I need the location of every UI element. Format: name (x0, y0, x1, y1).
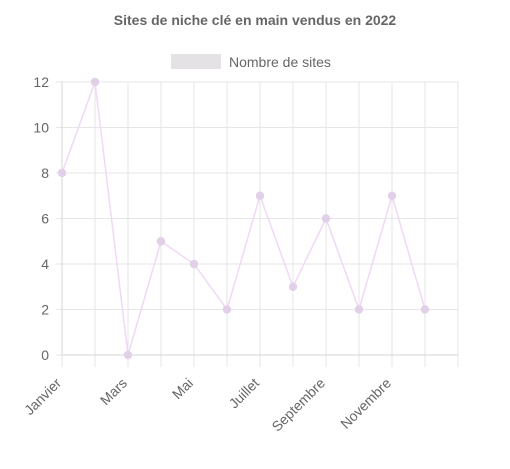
legend-label[interactable]: Nombre de sites (229, 54, 331, 70)
x-tick-label-novembre: Novembre (337, 375, 394, 432)
data-point-janvier[interactable] (57, 168, 67, 178)
series-line (61, 81, 426, 356)
data-point-avril[interactable] (156, 237, 166, 246)
y-tick-label-10: 10 (33, 120, 49, 136)
data-point-novembre[interactable] (387, 191, 397, 200)
data-point-mai[interactable] (189, 259, 199, 269)
data-point-août[interactable] (288, 282, 298, 291)
legend-swatch[interactable] (171, 54, 221, 69)
chart-title: Sites de niche clé en main vendus en 202… (114, 12, 397, 28)
y-tick-label-4: 4 (41, 256, 49, 272)
data-point-décembre[interactable] (420, 305, 430, 314)
data-point-juin[interactable] (222, 305, 232, 314)
legend[interactable]: Nombre de sites (171, 54, 331, 70)
x-tick-label-janvier: Janvier (21, 375, 64, 418)
y-tick-label-0: 0 (41, 347, 49, 363)
x-tick-label-mai: Mai (169, 375, 196, 402)
data-point-février[interactable] (90, 77, 100, 87)
data-point-octobre[interactable] (354, 305, 364, 314)
data-point-mars[interactable] (123, 350, 133, 360)
y-tick-label-12: 12 (33, 74, 49, 90)
x-tick-label-septembre: Septembre (268, 375, 328, 435)
data-point-septembre[interactable] (321, 214, 331, 223)
y-tick-label-6: 6 (41, 211, 49, 227)
y-tick-label-2: 2 (41, 302, 49, 318)
x-tick-label-mars: Mars (97, 375, 130, 408)
y-tick-label-8: 8 (41, 165, 49, 181)
grid (56, 81, 459, 367)
series-nombre-de-sites (57, 77, 430, 360)
x-tick-label-juillet: Juillet (225, 375, 262, 412)
data-point-juillet[interactable] (255, 191, 265, 200)
